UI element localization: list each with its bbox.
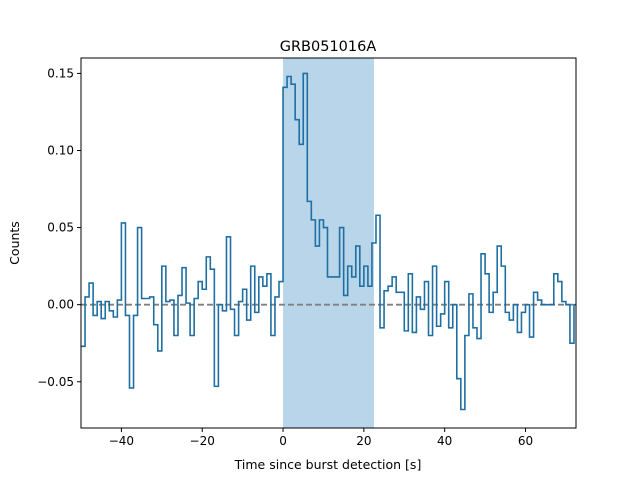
x-tick-label: −40	[109, 434, 134, 448]
y-tick-label: 0.05	[47, 221, 74, 235]
y-tick-label: 0.10	[47, 144, 74, 158]
chart-title: GRB051016A	[280, 39, 377, 55]
axes-frame	[80, 57, 577, 429]
x-tick-label: 0	[279, 434, 287, 448]
y-tick-label: 0.00	[47, 298, 74, 312]
counts-step-line	[81, 72, 576, 411]
x-tick-label: 40	[437, 434, 452, 448]
burst-interval-shading	[283, 58, 374, 428]
y-axis-label: Counts	[7, 221, 22, 265]
x-axis-label: Time since burst detection [s]	[234, 457, 422, 472]
y-tick-label: −0.05	[37, 375, 74, 389]
y-tick-label: 0.15	[47, 66, 74, 80]
x-tick-label: 20	[356, 434, 371, 448]
x-tick-label: −20	[190, 434, 215, 448]
x-tick-label: 60	[518, 434, 533, 448]
